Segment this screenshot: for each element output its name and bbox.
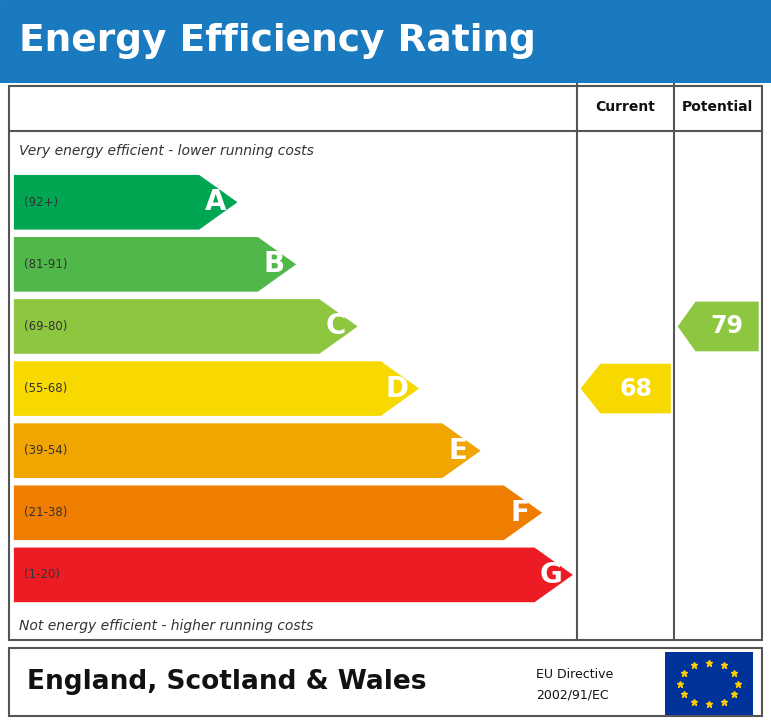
- Text: (55-68): (55-68): [24, 382, 67, 395]
- Text: Very energy efficient - lower running costs: Very energy efficient - lower running co…: [19, 144, 314, 158]
- Text: B: B: [264, 250, 284, 278]
- Text: Current: Current: [595, 99, 655, 114]
- Polygon shape: [14, 485, 542, 540]
- Polygon shape: [14, 299, 358, 354]
- Text: G: G: [539, 561, 562, 589]
- Text: EU Directive: EU Directive: [536, 668, 613, 681]
- Text: (39-54): (39-54): [24, 444, 67, 457]
- Polygon shape: [14, 423, 480, 478]
- Text: C: C: [325, 312, 345, 340]
- Text: 79: 79: [711, 314, 743, 338]
- Polygon shape: [14, 361, 419, 416]
- Polygon shape: [581, 363, 671, 413]
- Text: Energy Efficiency Rating: Energy Efficiency Rating: [19, 24, 536, 59]
- Text: (92+): (92+): [24, 196, 58, 209]
- Text: (69-80): (69-80): [24, 320, 67, 333]
- Polygon shape: [14, 237, 296, 292]
- Text: E: E: [449, 437, 468, 464]
- Polygon shape: [14, 547, 573, 602]
- Text: D: D: [386, 375, 409, 402]
- Text: Not energy efficient - higher running costs: Not energy efficient - higher running co…: [19, 619, 314, 632]
- Text: 68: 68: [619, 376, 652, 401]
- Text: A: A: [204, 188, 226, 216]
- Text: (81-91): (81-91): [24, 258, 67, 271]
- Polygon shape: [14, 175, 237, 229]
- Text: England, Scotland & Wales: England, Scotland & Wales: [27, 668, 426, 694]
- Text: 2002/91/EC: 2002/91/EC: [536, 688, 608, 701]
- Polygon shape: [678, 301, 759, 351]
- Text: Potential: Potential: [682, 99, 753, 114]
- Text: (1-20): (1-20): [24, 568, 60, 581]
- Text: F: F: [510, 499, 530, 527]
- Text: (21-38): (21-38): [24, 506, 67, 519]
